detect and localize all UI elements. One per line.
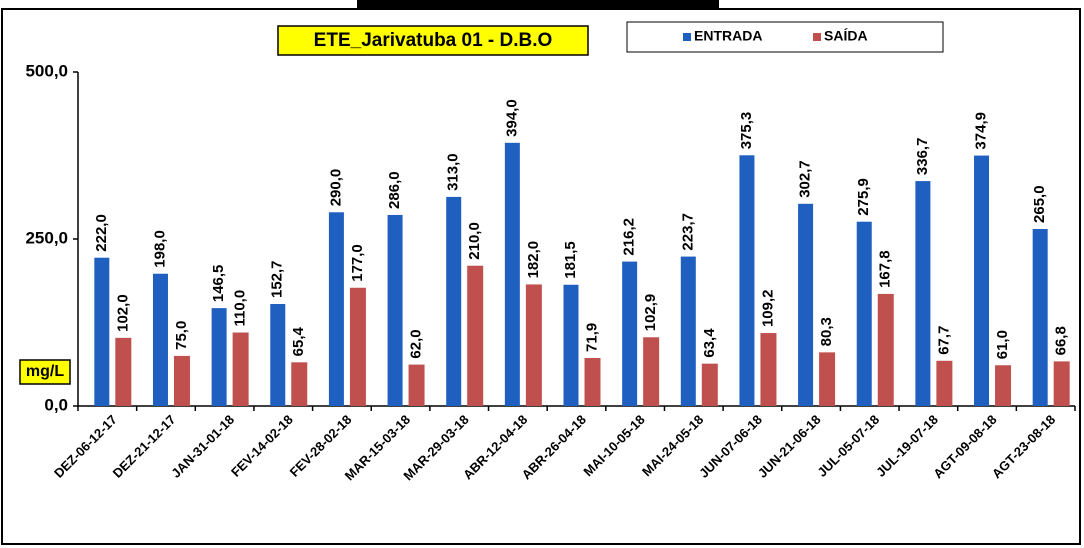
value-label: 210,0 <box>466 222 483 260</box>
bar <box>819 352 836 406</box>
value-label: 374,9 <box>972 112 989 150</box>
bar <box>739 155 755 406</box>
bar <box>760 333 777 406</box>
value-label: 265,0 <box>1031 185 1048 223</box>
value-label: 80,3 <box>818 317 835 346</box>
legend-swatch <box>683 33 691 41</box>
bar <box>408 364 425 406</box>
bar <box>584 357 601 406</box>
value-label: 102,9 <box>642 294 659 332</box>
value-label: 110,0 <box>232 290 249 327</box>
value-label: 65,4 <box>290 326 307 356</box>
value-label: 275,9 <box>855 178 872 216</box>
chart-title: ETE_Jarivatuba 01 - D.B.O <box>314 30 553 51</box>
value-label: 62,0 <box>408 329 425 358</box>
bar <box>1032 228 1048 406</box>
bar <box>446 196 462 406</box>
value-label: 223,7 <box>679 213 696 251</box>
bar <box>173 355 190 406</box>
bar <box>467 265 484 406</box>
value-label: 302,7 <box>797 160 814 198</box>
value-label: 290,0 <box>327 169 344 207</box>
value-label: 394,0 <box>503 99 520 137</box>
bar <box>115 337 132 406</box>
y-tick-label: 0,0 <box>44 395 68 414</box>
value-label: 313,0 <box>445 153 462 191</box>
bar <box>680 256 696 406</box>
bar <box>974 155 990 406</box>
bar <box>622 261 638 406</box>
value-label: 61,0 <box>994 330 1011 359</box>
y-tick-label: 250,0 <box>25 228 68 247</box>
bar <box>328 212 344 406</box>
bar <box>232 332 249 406</box>
bar <box>525 284 542 406</box>
bar <box>915 181 931 406</box>
title-box <box>277 25 589 56</box>
y-axis-label: mg/L <box>26 363 64 380</box>
bar <box>798 203 814 406</box>
bar <box>701 363 718 406</box>
value-label: 75,0 <box>173 321 190 350</box>
bar <box>270 303 286 406</box>
value-label: 336,7 <box>914 138 931 176</box>
value-label: 181,5 <box>562 241 579 279</box>
value-label: 102,0 <box>114 294 131 332</box>
bar <box>856 221 872 406</box>
bar <box>877 293 894 406</box>
value-label: 167,8 <box>877 250 894 288</box>
value-label: 109,2 <box>759 290 776 328</box>
value-label: 71,9 <box>583 323 600 352</box>
value-label: 146,5 <box>210 265 227 303</box>
bar <box>563 284 579 406</box>
value-label: 177,0 <box>349 244 366 282</box>
legend-swatch <box>813 33 821 41</box>
bar <box>152 273 168 406</box>
value-label: 66,8 <box>1053 326 1070 355</box>
bar <box>995 365 1012 406</box>
value-label: 198,0 <box>151 230 168 268</box>
bar <box>643 337 660 406</box>
bar <box>387 214 403 406</box>
legend-box <box>626 21 944 53</box>
value-label: 67,7 <box>935 326 952 355</box>
y-label-box <box>19 359 71 385</box>
y-tick-label: 500,0 <box>25 61 68 80</box>
value-label: 375,3 <box>738 112 755 150</box>
value-label: 222,0 <box>93 214 110 252</box>
bar <box>504 142 520 407</box>
bar <box>1053 361 1070 406</box>
legend-label: ENTRADA <box>694 28 762 44</box>
top-bar <box>357 0 719 10</box>
chart-border <box>1 8 1081 545</box>
bar <box>936 360 953 406</box>
value-label: 216,2 <box>621 218 638 256</box>
legend-label: SAÍDA <box>824 28 868 44</box>
value-label: 286,0 <box>386 171 403 209</box>
value-label: 182,0 <box>525 241 542 279</box>
bar <box>291 362 308 406</box>
bar <box>211 308 227 406</box>
bar <box>349 287 366 406</box>
bar <box>94 257 110 406</box>
value-label: 63,4 <box>701 328 718 358</box>
value-label: 152,7 <box>269 260 286 298</box>
